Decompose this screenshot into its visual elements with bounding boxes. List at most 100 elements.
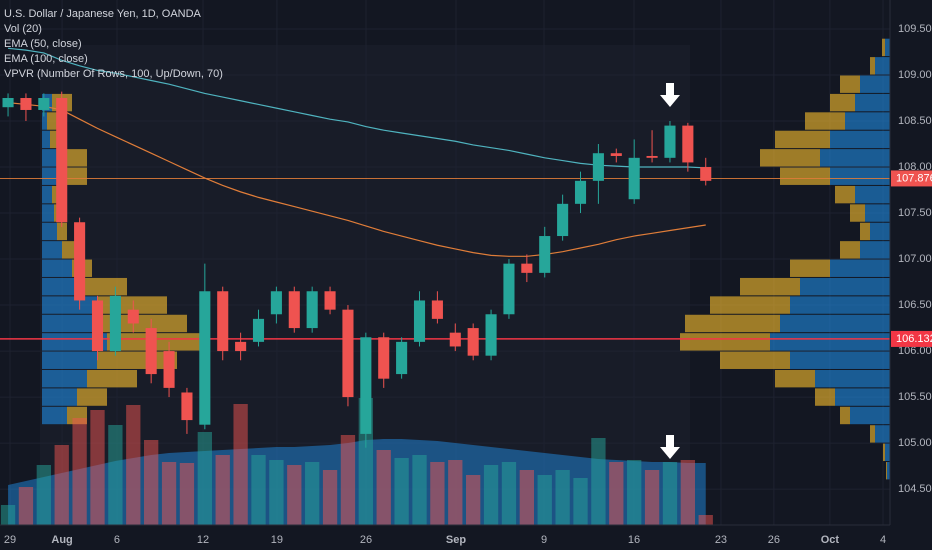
profile-down — [62, 241, 77, 259]
volume-bar — [0, 505, 16, 525]
candle-body — [646, 155, 658, 158]
profile-down — [720, 351, 790, 369]
profile-down — [780, 167, 830, 185]
profile-up — [865, 204, 890, 222]
profile-down — [680, 333, 770, 351]
candle-body — [127, 309, 139, 324]
profile-up — [42, 149, 57, 167]
volume-bar — [680, 460, 696, 525]
price-label-bg — [891, 170, 932, 187]
volume-bar — [662, 462, 678, 525]
volume-bar — [573, 478, 588, 525]
candle-body — [181, 392, 193, 421]
profile-down — [805, 112, 845, 130]
profile-up — [42, 333, 107, 351]
profile-down — [102, 314, 187, 333]
profile-down — [47, 112, 57, 130]
y-tick-label: 108.500 — [898, 115, 932, 127]
volume-bar — [251, 455, 266, 525]
volume-bar — [161, 462, 177, 525]
profile-down — [882, 38, 885, 57]
candle-body — [235, 341, 247, 352]
ema-line — [7, 102, 706, 257]
candle-body — [74, 222, 86, 301]
candle-body — [610, 153, 622, 156]
profile-up — [875, 425, 890, 443]
volume-bar — [90, 410, 105, 525]
profile-up — [800, 277, 890, 296]
volume-bar — [36, 465, 51, 525]
profile-up — [820, 149, 890, 167]
profile-up — [870, 222, 890, 241]
arrow-icon — [660, 83, 680, 107]
candle-body — [396, 341, 408, 375]
x-tick-label: Sep — [446, 534, 466, 546]
axes: 104.500 105.000 105.500 106.000 106.500 107.0… — [4, 23, 932, 546]
candle-body — [628, 157, 640, 200]
profile-down — [860, 222, 870, 241]
volume-bar — [269, 460, 284, 525]
profile-down — [883, 443, 885, 462]
profile-up — [855, 93, 890, 112]
profile-up — [42, 241, 62, 259]
profile-up — [850, 406, 890, 425]
profile-up — [42, 406, 67, 425]
profile-down — [775, 130, 830, 149]
volume-bar — [197, 432, 212, 525]
profile-down — [740, 277, 800, 296]
profile-down — [62, 167, 87, 185]
profile-down — [815, 388, 835, 406]
candle-body — [252, 318, 265, 342]
profile-up — [815, 369, 890, 388]
volume-bar — [430, 462, 445, 525]
candle-body — [163, 351, 175, 388]
profile-up — [887, 462, 890, 480]
candle-body — [378, 337, 390, 379]
volume-bar — [501, 462, 517, 525]
x-tick-label: Aug — [51, 534, 72, 546]
volume-bar — [144, 440, 159, 525]
profile-down — [840, 406, 850, 425]
volume-bar — [394, 458, 409, 525]
candle-body — [431, 300, 443, 319]
candle-body — [20, 98, 32, 110]
profile-up — [790, 296, 890, 314]
y-tick-label: 108.000 — [898, 161, 932, 173]
volume-bar — [376, 450, 391, 525]
y-tick-label: 109.000 — [898, 69, 932, 81]
profile-down — [790, 259, 830, 277]
profile-up — [830, 167, 890, 185]
x-tick-label: 23 — [715, 534, 727, 546]
profile-down — [710, 296, 790, 314]
volume-bar — [627, 460, 642, 525]
indicator-label: EMA (100, close) — [4, 53, 88, 65]
volume-bar — [305, 462, 320, 525]
candle-body — [449, 332, 461, 347]
x-tick-label: 26 — [768, 534, 780, 546]
chart-title: U.S. Dollar / Japanese Yen, 1D, OANDA — [4, 8, 202, 20]
price-label: 107.876 — [896, 172, 932, 184]
volume-bar — [591, 438, 606, 525]
candle-body — [592, 153, 604, 181]
profile-up — [860, 75, 890, 93]
profile-up — [42, 185, 52, 204]
candle-body — [413, 300, 426, 342]
profile-down — [685, 314, 780, 333]
candle-body — [270, 291, 282, 315]
candle-body — [306, 291, 318, 329]
profile-up — [42, 277, 82, 296]
profile-down — [840, 75, 860, 93]
ema-line — [7, 47, 706, 169]
candle-body — [145, 328, 157, 375]
volume-bar — [18, 487, 34, 525]
candle-body — [664, 125, 676, 158]
volume-bar — [448, 460, 463, 525]
volume-bar — [108, 425, 123, 525]
x-tick-label: 29 — [4, 534, 16, 546]
profile-up — [845, 112, 890, 130]
volume-bar — [72, 418, 87, 525]
profile-down — [830, 93, 855, 112]
y-tick-label: 109.500 — [898, 23, 932, 35]
x-tick-label: 12 — [197, 534, 209, 546]
